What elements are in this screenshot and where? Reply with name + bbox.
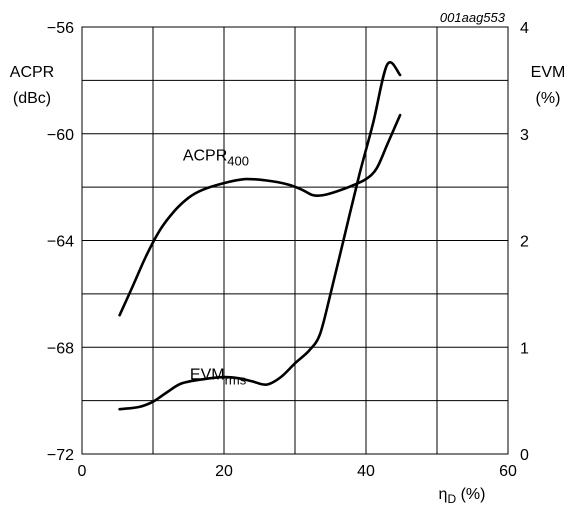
y-left-tick-label: −72 xyxy=(47,447,74,464)
y-left-tick-label: −68 xyxy=(47,340,74,357)
y-right-tick-label: 2 xyxy=(520,234,529,251)
series-label-sub: rms xyxy=(225,372,247,387)
series-label-main: ACPR xyxy=(183,147,227,164)
x-axis-title-main: η xyxy=(439,486,448,503)
series-line-acpr xyxy=(118,113,402,317)
y-left-tick-label: −64 xyxy=(47,234,74,251)
x-tick-label: 60 xyxy=(499,463,517,480)
y-right-tick-label: 0 xyxy=(520,447,529,464)
series-label-evm: EVMrms xyxy=(190,366,247,387)
gridlines xyxy=(82,27,508,454)
x-axis-title-unit: (%) xyxy=(456,486,485,503)
y-right-axis-title-line1: EVM xyxy=(531,64,566,81)
y-right-tick-label: 1 xyxy=(520,340,529,357)
series-label-acpr: ACPR400 xyxy=(183,147,249,168)
series-label-main: EVM xyxy=(190,366,225,383)
figure-id: 001aag553 xyxy=(440,10,506,25)
y-right-tick-label: 3 xyxy=(520,127,529,144)
y-left-axis-title-line1: ACPR xyxy=(10,64,54,81)
series-line-evm xyxy=(118,61,402,411)
x-tick-label: 20 xyxy=(215,463,233,480)
y-left-tick-label: −56 xyxy=(47,20,74,37)
y-left-tick-label: −60 xyxy=(47,127,74,144)
y-right-tick-label: 4 xyxy=(520,20,529,37)
y-right-axis-title-line2: (%) xyxy=(536,90,561,107)
x-axis-title-sub: D xyxy=(447,492,456,506)
tick-labels: 0 20 40 60 −56 −60 −64 −68 −72 4 3 2 1 0 xyxy=(47,20,529,480)
series-label-sub: 400 xyxy=(227,153,249,168)
x-tick-label: 40 xyxy=(357,463,375,480)
curves: ACPR400 EVMrms xyxy=(118,61,402,411)
plot-frame xyxy=(81,26,509,455)
x-tick-label: 0 xyxy=(78,463,87,480)
y-left-axis-title-line2: (dBc) xyxy=(13,90,51,107)
x-axis-title: ηD (%) xyxy=(439,486,486,506)
